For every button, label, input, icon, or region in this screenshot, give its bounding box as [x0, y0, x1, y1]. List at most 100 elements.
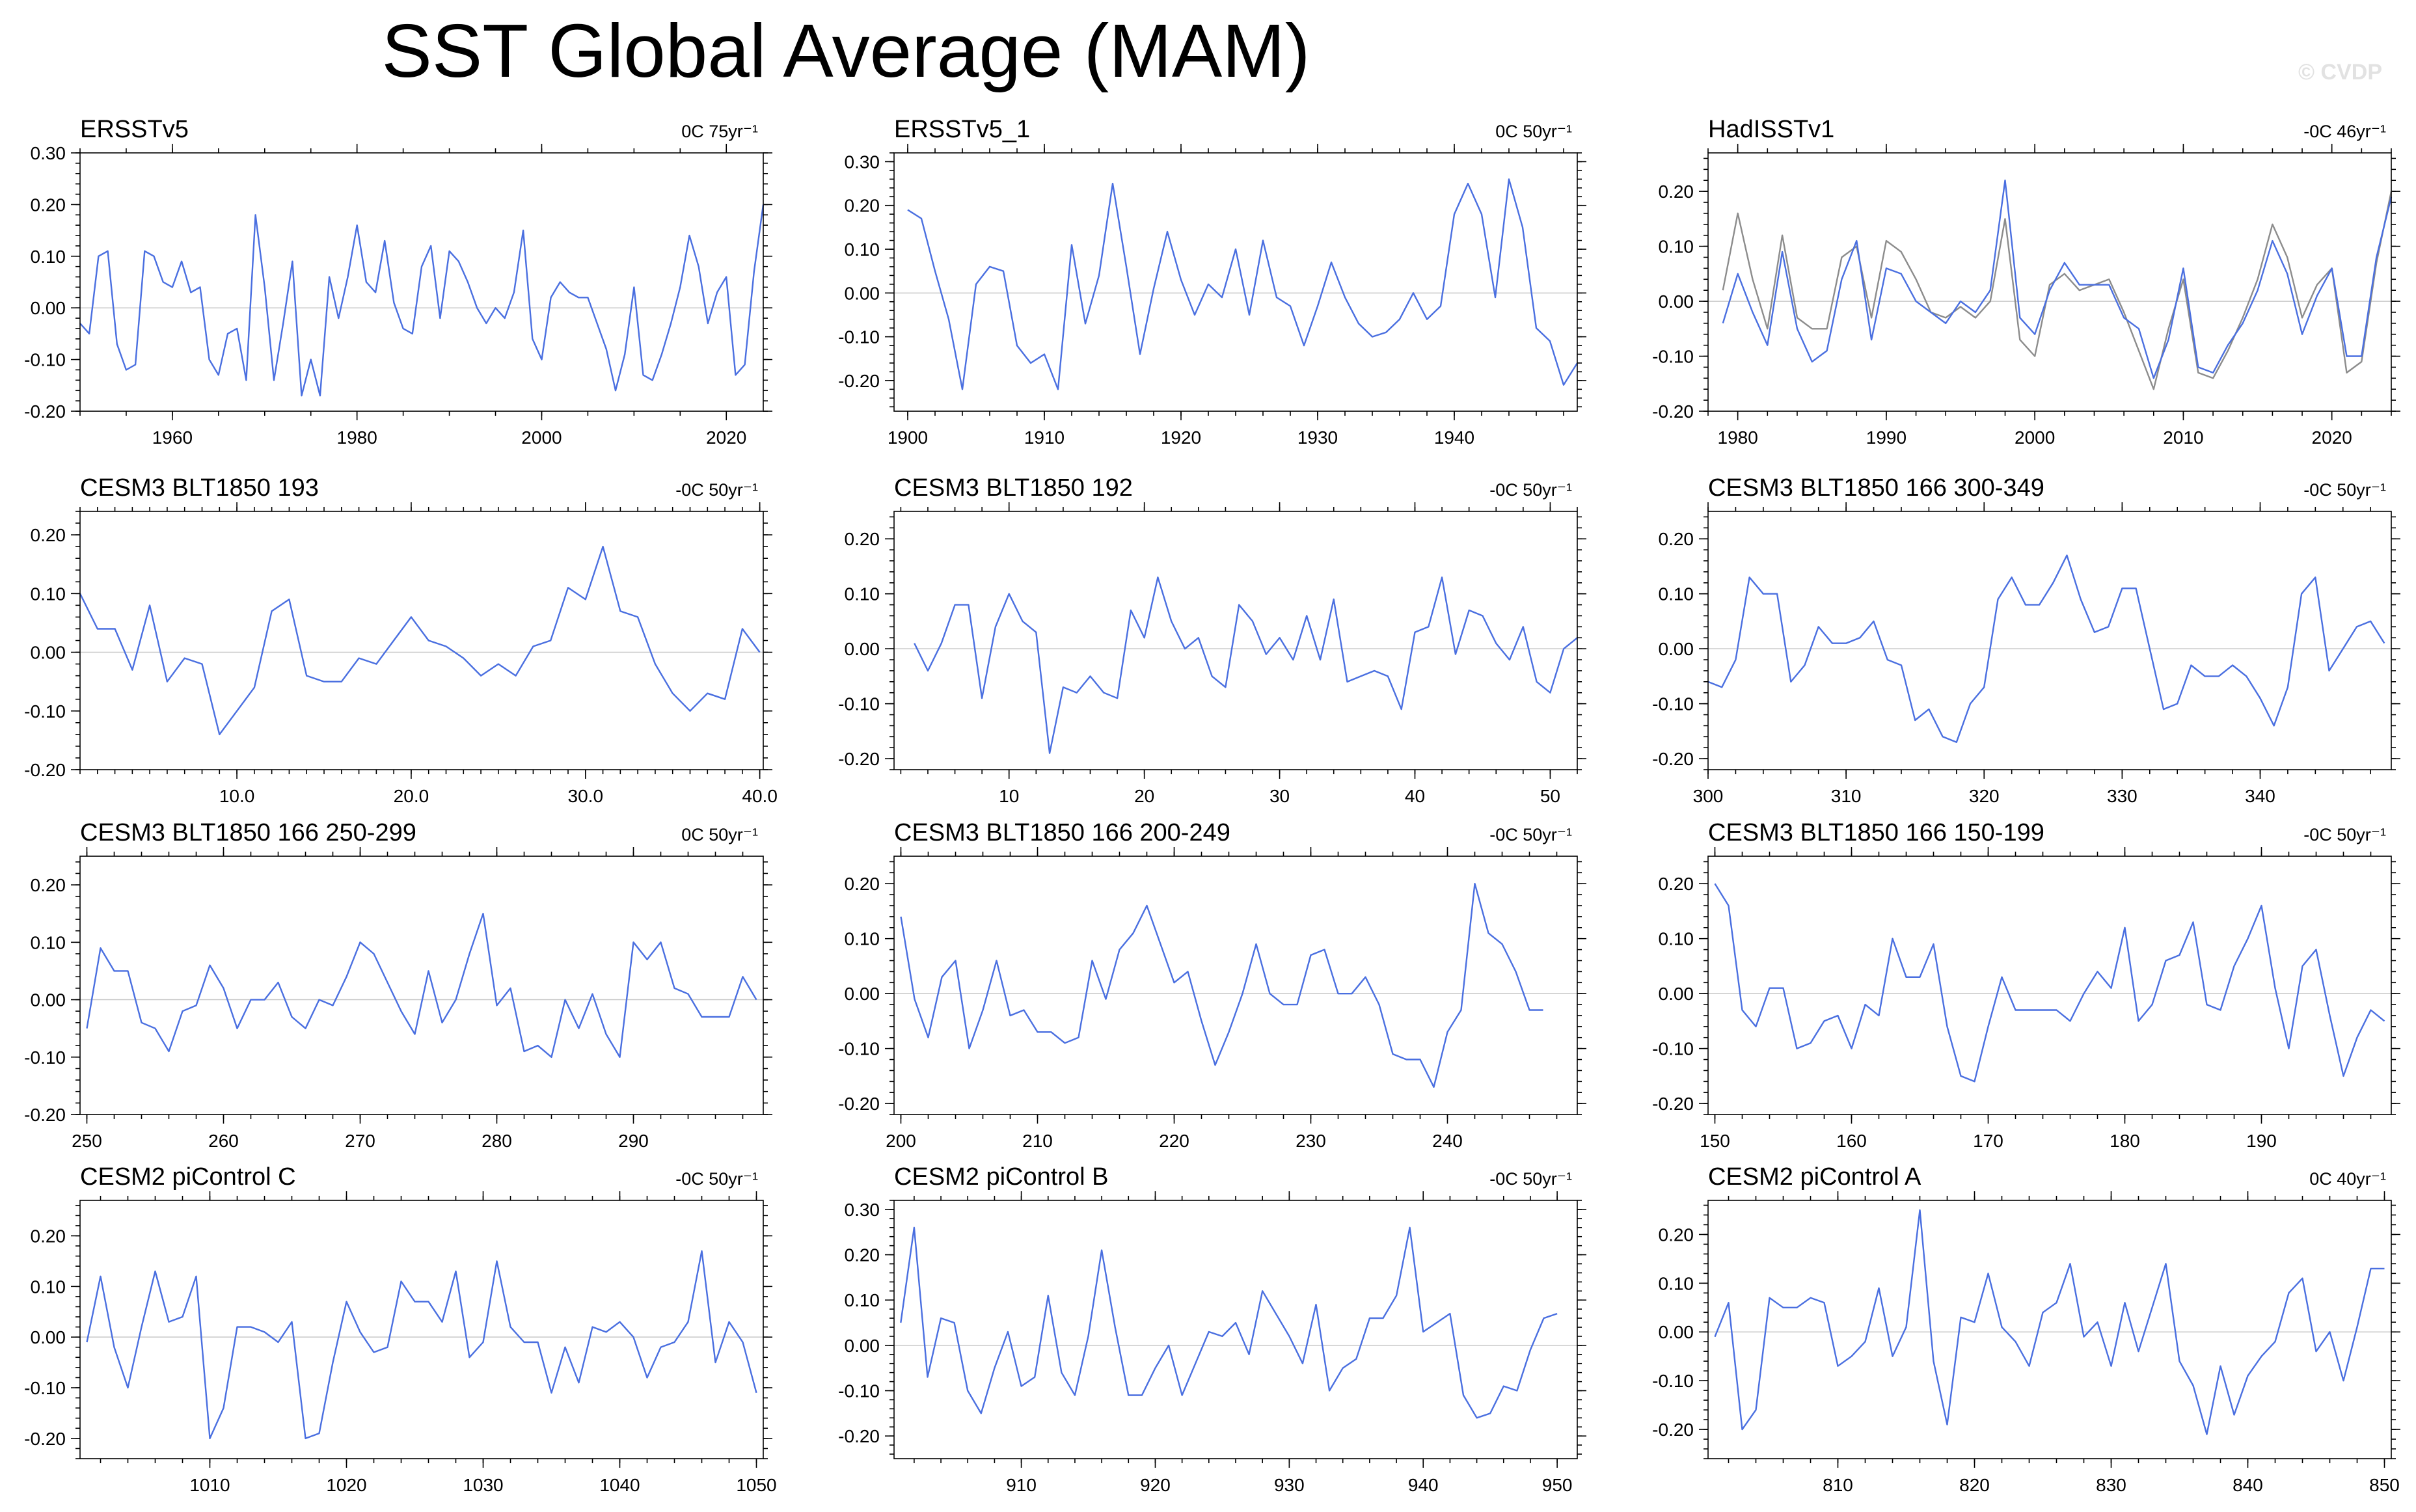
x-tick-label: 1900 — [888, 427, 928, 448]
x-tick-label: 1960 — [152, 427, 193, 448]
x-tick-label: 240 — [1432, 1131, 1463, 1151]
plot-frame — [79, 1200, 764, 1459]
chart-panel: CESM3 BLT1850 193 -0C 50yr⁻¹ -0.20 -0.10 0.0… — [24, 474, 778, 806]
trend-label: 0C 75yr⁻¹ — [681, 122, 758, 141]
x-tick-label: 2020 — [706, 427, 746, 448]
y-tick-label: 0.20 — [1659, 182, 1694, 202]
x-tick-label: 1030 — [463, 1475, 503, 1495]
y-tick-label: 0.00 — [845, 639, 880, 659]
x-tick-label: 20 — [1134, 786, 1154, 806]
x-tick-label: 160 — [1836, 1131, 1867, 1151]
chart-panel: CESM3 BLT1850 166 200-249 -0C 50yr⁻¹ -0.20… — [838, 819, 1586, 1151]
watermark-logo: © CVDP — [2298, 60, 2382, 85]
series-line — [900, 882, 1543, 1088]
x-tick-label: 300 — [1693, 786, 1724, 806]
y-tick-label: 0.30 — [845, 152, 880, 172]
y-tick-label: 0.10 — [845, 929, 880, 949]
plot-frame — [1707, 856, 2392, 1115]
plot-frame — [893, 1200, 1578, 1459]
y-tick-label: -0.20 — [1652, 1094, 1694, 1114]
x-tick-label: 220 — [1159, 1131, 1189, 1151]
x-tick-label: 150 — [1700, 1131, 1730, 1151]
x-tick-label: 2000 — [521, 427, 562, 448]
x-tick-label: 810 — [1823, 1475, 1853, 1495]
trend-label: -0C 50yr⁻¹ — [2303, 825, 2386, 844]
series-line — [1707, 554, 2385, 744]
y-tick-label: 0.10 — [845, 1290, 880, 1310]
chart-panel: CESM3 BLT1850 192 -0C 50yr⁻¹ -0.20 -0.10 0.0… — [838, 474, 1586, 806]
x-tick-label: 820 — [1959, 1475, 1990, 1495]
y-tick-label: 0.00 — [845, 1336, 880, 1356]
y-tick-label: 0.10 — [845, 584, 880, 604]
x-tick-label: 1020 — [326, 1475, 366, 1495]
y-tick-label: 0.10 — [31, 247, 66, 267]
x-tick-label: 30 — [1269, 786, 1290, 806]
plot-frame — [1707, 511, 2392, 770]
y-tick-label: 0.20 — [845, 1245, 880, 1265]
x-tick-label: 940 — [1408, 1475, 1439, 1495]
x-tick-label: 1040 — [599, 1475, 640, 1495]
x-tick-label: 1980 — [337, 427, 377, 448]
y-tick-label: -0.20 — [1652, 749, 1694, 769]
series-line — [79, 204, 765, 397]
y-tick-label: -0.20 — [24, 1429, 66, 1449]
y-tick-label: 0.10 — [1659, 584, 1694, 604]
panel-title: ERSSTv5 — [80, 116, 189, 143]
x-tick-label: 910 — [1006, 1475, 1037, 1495]
x-tick-label: 20.0 — [394, 786, 429, 806]
panel-title: CESM3 BLT1850 166 150-199 — [1708, 819, 2044, 846]
x-tick-label: 290 — [618, 1131, 649, 1151]
x-tick-label: 930 — [1274, 1475, 1305, 1495]
trend-label: -0C 50yr⁻¹ — [1489, 825, 1572, 844]
y-tick-label: 0.00 — [1659, 984, 1694, 1004]
y-tick-label: 0.00 — [31, 298, 66, 318]
x-tick-label: 830 — [2096, 1475, 2126, 1495]
y-tick-label: 0.10 — [31, 1276, 66, 1297]
y-tick-label: -0.10 — [1652, 1371, 1694, 1391]
trend-label: -0C 50yr⁻¹ — [675, 480, 758, 500]
y-tick-label: -0.10 — [1652, 1039, 1694, 1059]
x-tick-label: 2020 — [2312, 427, 2352, 448]
series-line — [1714, 1209, 2385, 1435]
y-tick-label: 0.20 — [1659, 529, 1694, 549]
y-tick-label: -0.10 — [1652, 694, 1694, 714]
x-tick-label: 190 — [2246, 1131, 2277, 1151]
y-tick-label: 0.20 — [31, 875, 66, 895]
x-tick-label: 1980 — [1718, 427, 1758, 448]
secondary-series-line — [1722, 191, 2393, 390]
x-tick-label: 200 — [886, 1131, 916, 1151]
y-tick-label: 0.00 — [1659, 639, 1694, 659]
x-tick-label: 10 — [999, 786, 1019, 806]
series-line — [914, 576, 1578, 754]
x-tick-label: 330 — [2107, 786, 2138, 806]
trend-label: -0C 50yr⁻¹ — [2303, 480, 2386, 500]
x-tick-label: 50 — [1540, 786, 1560, 806]
plot-frame — [893, 511, 1578, 770]
y-tick-label: -0.10 — [24, 1378, 66, 1398]
page-title: SST Global Average (MAM) — [381, 8, 1310, 93]
series-line — [1722, 180, 2393, 379]
y-tick-label: -0.10 — [24, 701, 66, 722]
y-tick-label: -0.20 — [1652, 1420, 1694, 1440]
y-tick-label: -0.20 — [838, 371, 880, 391]
plot-frame — [1707, 1200, 2392, 1459]
series-line — [79, 545, 761, 736]
chart-panel: CESM2 piControl B -0C 50yr⁻¹ -0.20 -0.10 0.0… — [838, 1163, 1586, 1495]
y-tick-label: 0.00 — [31, 1327, 66, 1347]
chart-panel: CESM3 BLT1850 166 300-349 -0C 50yr⁻¹ -0.20… — [1652, 474, 2400, 806]
y-tick-label: -0.10 — [838, 1381, 880, 1401]
y-tick-label: -0.10 — [24, 1047, 66, 1068]
y-tick-label: 0.10 — [31, 932, 66, 952]
trend-label: 0C 50yr⁻¹ — [1495, 122, 1572, 141]
panel-title: CESM3 BLT1850 166 250-299 — [80, 819, 416, 846]
y-tick-label: -0.10 — [838, 694, 880, 714]
y-tick-label: 0.20 — [31, 195, 66, 215]
panel-title: CESM2 piControl C — [80, 1163, 296, 1191]
chart-panel: ERSSTv5 0C 75yr⁻¹ -0.20 -0.10 0.00 0.10 0.20 0.… — [24, 116, 772, 448]
panel-title: CESM3 BLT1850 166 300-349 — [1708, 474, 2044, 502]
panel-title: HadISSTv1 — [1708, 116, 1834, 143]
chart-panel: CESM3 BLT1850 166 150-199 -0C 50yr⁻¹ -0.20… — [1652, 819, 2400, 1151]
y-tick-label: 0.20 — [1659, 1224, 1694, 1245]
chart-panel: CESM2 piControl A 0C 40yr⁻¹ -0.20 -0.10 0.00… — [1652, 1163, 2400, 1495]
